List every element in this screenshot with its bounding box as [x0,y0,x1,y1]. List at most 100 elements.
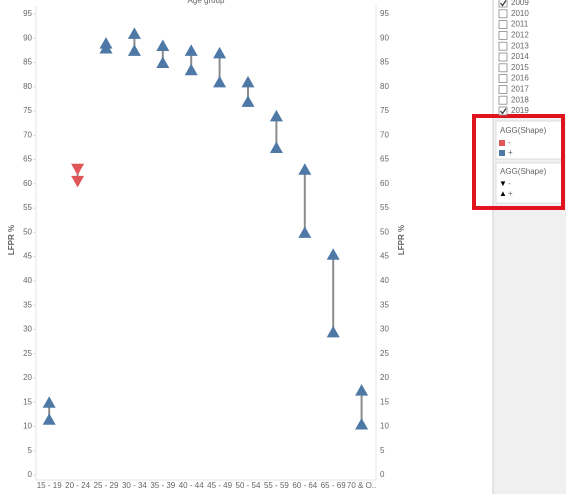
highlight-box [472,114,565,210]
marker [326,325,340,338]
checkbox[interactable] [498,85,508,94]
marker [269,109,283,122]
marker [156,39,170,52]
legend-label: + [508,189,513,198]
filter-label: 2016 [511,74,529,83]
checkbox[interactable] [498,63,508,73]
y-tick-label: 40 [23,276,32,285]
y2-tick-label: 0 [380,470,385,479]
y-tick-label: 10 [23,422,32,431]
y2-tick-label: 45 [380,252,389,261]
y-tick-label: 80 [23,82,32,91]
y-tick-label: 35 [23,300,32,309]
y-tick-label: 30 [23,325,32,334]
checkbox[interactable] [498,52,508,62]
checkbox[interactable] [498,0,508,8]
y2-tick-label: 75 [380,106,389,115]
checkbox[interactable] [498,74,508,83]
marker [241,75,255,88]
marker [184,44,198,56]
marker [269,141,283,153]
filter-label: 2011 [511,20,529,29]
y-tick-label: 0 [28,470,33,479]
y-tick-label: 55 [23,203,32,212]
y-tick-label: 75 [23,106,32,115]
y2-tick-label: 35 [380,300,389,309]
marker [127,27,141,39]
x-tick-label: 35 - 39 [150,481,175,490]
checkbox[interactable] [498,41,508,51]
y2-tick-label: 25 [380,349,389,358]
filter-label: 2009 [511,0,529,7]
checkbox[interactable] [498,9,508,19]
x-tick-label: 70 & O.. [347,481,376,490]
x-tick-label: 20 - 24 [65,481,90,490]
y2-axis-label: LFPR % [397,225,406,255]
checkbox[interactable] [498,20,508,30]
y-tick-label: 85 [23,58,32,67]
y-axis-label: LFPR % [7,225,16,255]
legend-swatch [499,150,505,156]
legend-symbol: ▲ [499,189,507,198]
y2-tick-label: 85 [380,58,389,67]
y-tick-label: 50 [23,227,32,236]
marker [298,226,312,238]
marker [298,163,312,175]
marker [71,163,85,176]
legend-label: - [508,179,511,188]
filter-label: 2018 [511,95,529,104]
legend-label: - [508,138,511,147]
x-tick-label: 55 - 59 [264,481,289,490]
y2-tick-label: 20 [380,373,389,382]
checkbox[interactable] [498,30,508,40]
filter-label: 2013 [511,41,529,50]
y2-tick-label: 30 [380,325,389,334]
marker [213,46,227,59]
y-tick-label: 5 [28,446,33,455]
filter-label: 2014 [511,52,529,61]
y-tick-label: 15 [23,397,32,406]
marker [355,418,369,430]
y2-tick-label: 15 [380,397,389,406]
filter-label: 2010 [511,9,529,18]
marker [241,95,255,107]
y2-tick-label: 10 [380,422,389,431]
y-tick-label: 25 [23,349,32,358]
y2-tick-label: 95 [380,9,389,18]
marker [326,248,340,260]
checkmark [500,0,507,7]
y-tick-label: 20 [23,373,32,382]
checkbox[interactable] [498,95,508,105]
y-tick-label: 90 [23,33,32,42]
marker [355,384,369,396]
x-tick-label: 25 - 29 [94,481,119,490]
marker [213,75,227,88]
x-tick-label: 65 - 69 [321,481,346,490]
x-tick-label: 40 - 44 [179,481,204,490]
filter-label: 2017 [511,85,529,94]
marker [42,413,56,425]
marker [42,396,56,408]
x-tick-label: 60 - 64 [292,481,317,490]
y2-tick-label: 55 [380,203,389,212]
legend-title: AGG(Shape) [500,126,547,135]
checkbox[interactable] [498,106,508,116]
y2-tick-label: 70 [380,130,389,139]
x-tick-label: 50 - 54 [236,481,261,490]
column-header: Age group [188,0,225,5]
marker [71,175,85,188]
marker [127,44,141,56]
shape-legend-box [495,162,565,204]
x-tick-label: 15 - 19 [37,481,62,490]
y-tick-label: 45 [23,252,32,261]
y-tick-label: 70 [23,130,32,139]
y2-tick-label: 90 [380,33,389,42]
y2-tick-label: 40 [380,276,389,285]
filter-label: 2019 [511,106,529,115]
y2-tick-label: 5 [380,446,385,455]
y-tick-label: 65 [23,155,32,164]
checkmark [500,108,507,115]
y-tick-label: 95 [23,9,32,18]
